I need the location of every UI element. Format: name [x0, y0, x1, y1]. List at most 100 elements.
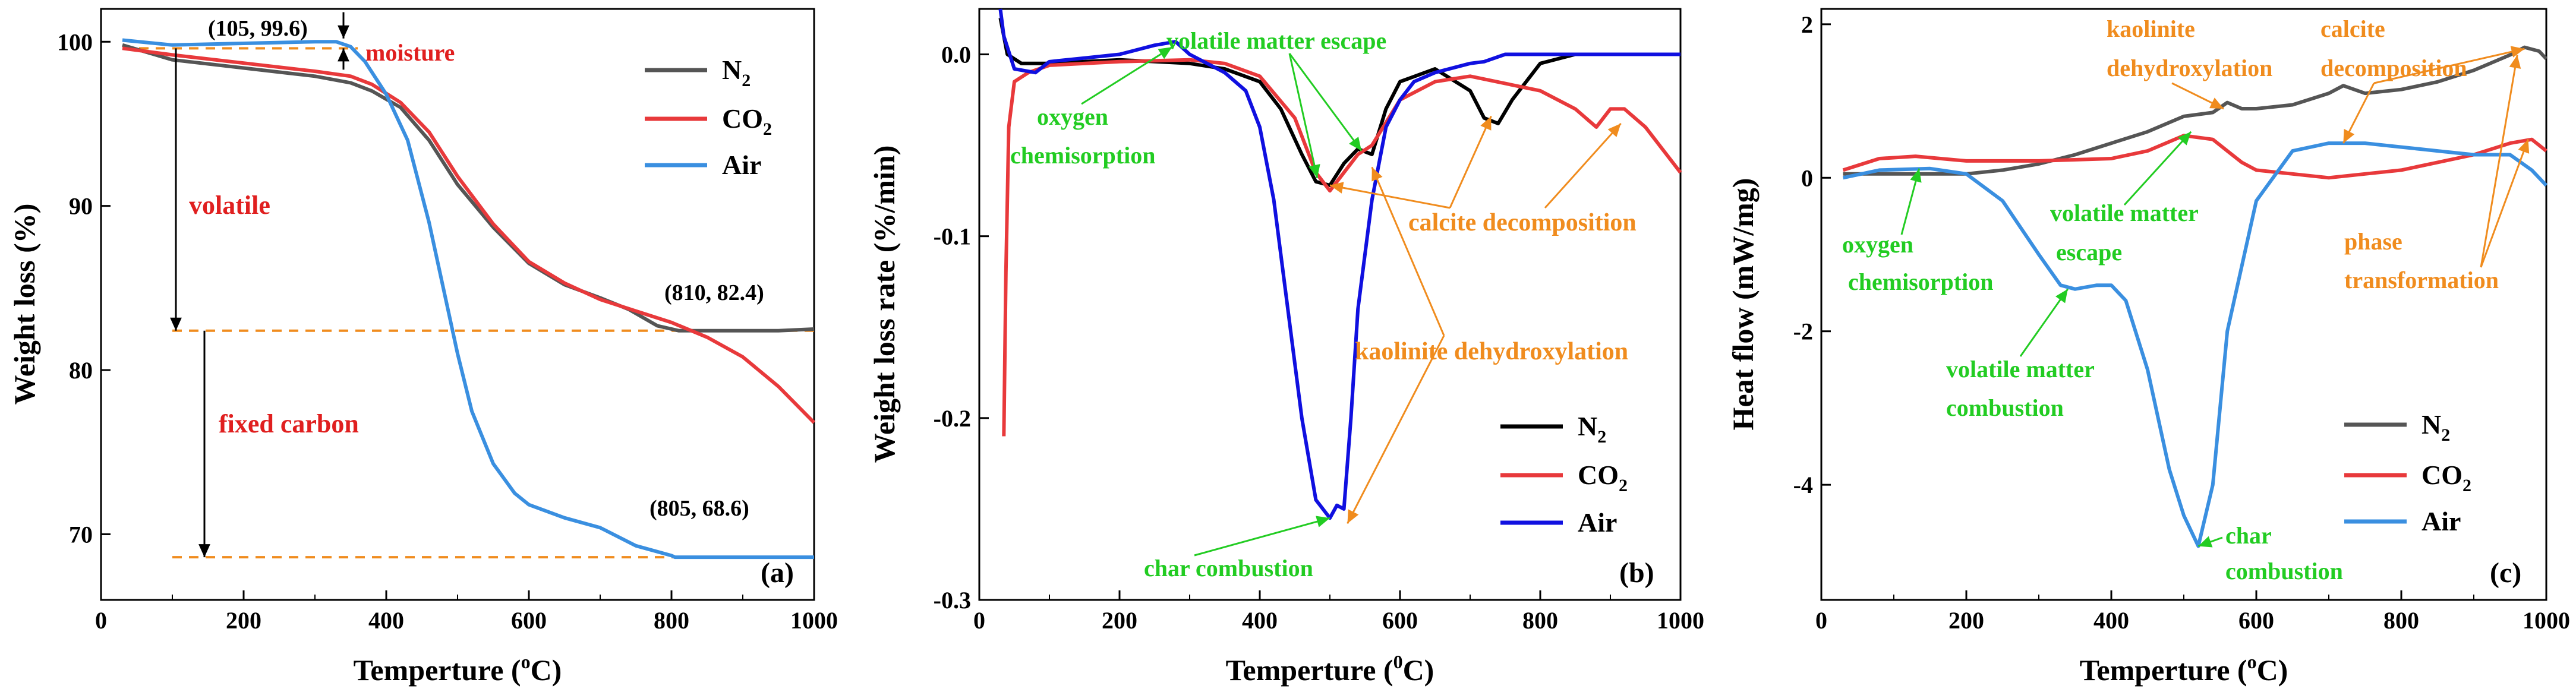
arrow-moisture-up-head — [338, 48, 349, 62]
legend-label-CO2: CO2 — [2421, 460, 2471, 495]
x-ticks-c: 0 200 400 600 800 1000 — [1815, 590, 2570, 634]
y-tick-label: -0.3 — [934, 587, 971, 614]
legend-label-Air: Air — [2421, 506, 2461, 536]
y-tick-label: 0 — [1801, 165, 1813, 191]
x-tick-label: 800 — [2383, 607, 2419, 634]
x-tick-label: 600 — [511, 607, 547, 634]
annotation-oxygen-c-1: oxygen — [1842, 231, 1913, 258]
y-ticks-a: 70 80 90 100 — [57, 29, 111, 548]
x-tick-label: 400 — [1242, 607, 1278, 634]
arrow-char-head — [1316, 516, 1330, 527]
series-line-CO2 — [122, 46, 816, 424]
annotation-char-b: char combustion — [1144, 555, 1313, 581]
y-tick-label: -2 — [1793, 318, 1813, 345]
arrow-calcite-2 — [1449, 116, 1492, 208]
y-axis-label-b: Weight loss rate (%/min) — [868, 146, 901, 463]
arrows-b — [1081, 46, 1622, 557]
arrow-volatile-1-head — [1309, 164, 1320, 178]
legend-label-N2: N2 — [1578, 411, 1606, 447]
annotation-phase-c-1: phase — [2344, 228, 2402, 255]
legend-c: N2 CO2 Air — [2344, 409, 2471, 536]
panel-label-c: (c) — [2490, 557, 2521, 589]
arrow-phase-1-head — [2518, 139, 2530, 154]
y-tick-label: 80 — [69, 357, 93, 384]
x-axis-label-b: Temperture (0C) — [1226, 651, 1434, 687]
plot-frame-b — [978, 8, 1682, 601]
x-tick-label: 1000 — [790, 607, 838, 634]
y-tick-label: -4 — [1793, 472, 1813, 498]
arrow-char — [1194, 517, 1330, 557]
panel-c-heat-flow: 0 200 400 600 800 1000 -4 -2 0 2 kaolinite dehyd… — [1726, 8, 2570, 687]
legend-label-CO2: CO2 — [722, 103, 772, 139]
legend-label-Air: Air — [1578, 507, 1617, 538]
annotation-point-810: (810, 82.4) — [664, 280, 764, 305]
annotation-char-c-1: char — [2225, 522, 2272, 549]
series-line-Air — [122, 38, 814, 560]
annotation-point-105: (105, 99.6) — [208, 16, 308, 41]
x-tick-label: 200 — [1948, 607, 1984, 634]
annotation-oxygen-b-1: oxygen — [1037, 103, 1108, 130]
panel-label-a: (a) — [761, 557, 794, 589]
annotation-oxygen-b-2: chemisorption — [1010, 142, 1155, 169]
arrow-phase-2 — [2480, 55, 2518, 268]
y-tick-label: 2 — [1801, 11, 1813, 38]
arrow-kaolinite-2-head — [1347, 509, 1359, 524]
arrow-volatile-head — [170, 317, 182, 331]
arrow-phase-2-head — [2509, 55, 2521, 69]
arrow-fixed-carbon-head — [198, 544, 210, 558]
annotation-char-c-2: combustion — [2225, 558, 2343, 584]
arrow-volatile-comb-head — [2055, 289, 2068, 304]
x-tick-label: 0 — [95, 607, 107, 634]
panel-label-b: (b) — [1619, 557, 1654, 589]
annotation-volatile-comb-c-1: volatile matter — [1946, 356, 2095, 383]
y-tick-label: 0.0 — [941, 42, 971, 68]
arrow-calcite-3 — [1544, 122, 1622, 209]
arrow-calcite-3-head — [1607, 123, 1621, 137]
x-tick-label: 400 — [2093, 607, 2129, 634]
annotation-volatile-escape: volatile matter escape — [1166, 27, 1386, 54]
annotation-kaolinite-b: kaolinite dehydroxylation — [1355, 338, 1628, 365]
arrow-volatile-1 — [1288, 53, 1319, 179]
y-axis-label-c: Heat flow (mW/mg) — [1726, 178, 1760, 431]
x-tick-label: 1000 — [2523, 607, 2570, 634]
annotation-calcite-c-1: calcite — [2320, 15, 2385, 42]
arrow-kaolinite-2 — [1347, 335, 1445, 524]
x-tick-label: 800 — [654, 607, 689, 634]
x-tick-label: 1000 — [1657, 607, 1704, 634]
arrow-moisture-down-head — [338, 25, 349, 39]
arrow-calcite-1-head — [2343, 129, 2355, 144]
x-tick-label: 200 — [226, 607, 261, 634]
annotation-volatile: volatile — [189, 191, 270, 220]
annotation-point-805: (805, 68.6) — [649, 496, 749, 521]
arrow-oxygen-head — [1158, 47, 1172, 59]
arrow-kaolinite-1 — [1371, 166, 1445, 336]
x-tick-label: 200 — [1102, 607, 1137, 634]
series-line-Air — [1842, 141, 2548, 548]
annotation-calcite-b: calcite decomposition — [1408, 209, 1637, 236]
y-tick-label: 100 — [57, 29, 93, 55]
x-tick-label: 800 — [1522, 607, 1558, 634]
arrow-oxygen — [1081, 46, 1173, 105]
legend-a: N2 CO2 Air — [645, 55, 772, 180]
y-ticks-b: -0.3 -0.2 -0.1 0.0 — [934, 42, 989, 614]
annotation-fixed-carbon: fixed carbon — [219, 409, 359, 438]
annotation-oxygen-c-2: chemisorption — [1848, 268, 1993, 295]
panel-b-weight-loss-rate: 0 200 400 600 800 1000 -0.3 -0.2 -0.1 0.0 volati… — [868, 8, 1704, 687]
arrow-calcite-1 — [1329, 184, 1451, 209]
y-axis-label-a: Weight loss (%) — [8, 204, 41, 405]
y-tick-label: 70 — [69, 521, 93, 548]
y-tick-label: 90 — [69, 193, 93, 220]
arrow-volatile-comb — [2019, 288, 2069, 357]
arrows-c — [1900, 46, 2530, 548]
legend-label-CO2: CO2 — [1578, 460, 1628, 495]
legend-label-Air: Air — [722, 150, 761, 180]
series-line-CO2 — [1842, 134, 2547, 180]
arrow-calcite-2 — [2373, 48, 2525, 84]
y-tick-label: -0.1 — [934, 223, 971, 250]
x-tick-label: 400 — [368, 607, 404, 634]
annotation-kaolinite-c-1: kaolinite — [2107, 15, 2195, 42]
series-line-N2 — [1843, 45, 2548, 176]
annotation-volatile-escape-c-2: escape — [2056, 239, 2122, 266]
arrows-a — [170, 12, 349, 558]
